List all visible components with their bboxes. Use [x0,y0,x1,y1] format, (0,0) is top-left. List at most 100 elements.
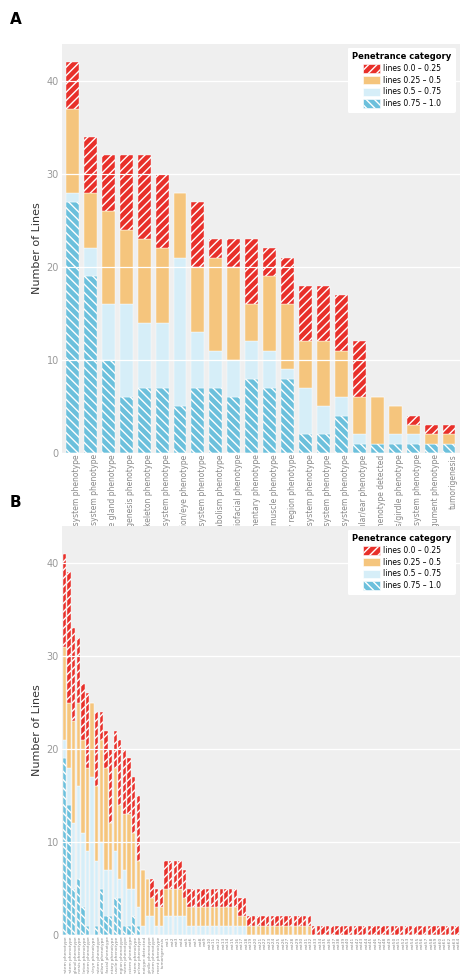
Bar [86,925,89,935]
Bar [120,304,133,397]
Bar [263,248,276,277]
Bar [423,925,426,935]
Bar [451,925,454,935]
X-axis label: Mammalian Phenotype Ontology Terms: Mammalian Phenotype Ontology Terms [151,599,370,609]
Bar [63,740,66,759]
Bar [331,925,334,935]
Bar [234,907,237,925]
Bar [155,388,169,453]
Bar [191,202,204,267]
Bar [353,397,366,434]
Bar [317,285,330,341]
Y-axis label: Number of Lines: Number of Lines [32,685,42,776]
Bar [247,917,251,925]
Bar [132,777,136,833]
Bar [192,925,195,935]
Bar [63,554,66,647]
Bar [77,638,80,702]
Bar [220,907,223,925]
Bar [109,749,112,823]
Bar [128,925,131,935]
Bar [84,277,97,453]
Bar [77,702,80,786]
Bar [404,925,408,935]
Bar [275,925,279,935]
Bar [197,925,200,935]
Bar [245,379,258,453]
Bar [294,925,297,935]
Bar [100,712,103,740]
Bar [215,888,219,907]
Bar [137,907,140,925]
Bar [353,434,366,443]
Bar [367,925,371,935]
Bar [245,304,258,341]
Bar [201,925,205,935]
Bar [407,443,419,453]
Bar [102,304,115,360]
Bar [100,740,103,843]
Bar [335,925,338,935]
Bar [66,109,79,193]
Bar [299,285,312,341]
Bar [81,833,84,907]
Bar [395,925,399,935]
Bar [173,861,177,888]
Bar [456,925,459,935]
Bar [150,898,154,917]
Bar [261,917,264,925]
Bar [141,870,145,925]
Bar [245,239,258,304]
Bar [155,907,158,925]
Bar [183,870,186,898]
Bar [164,917,168,935]
Bar [146,880,149,917]
Bar [224,907,228,925]
Bar [335,295,348,351]
Bar [123,870,126,925]
Bar [95,786,99,861]
Bar [299,388,312,434]
Bar [91,777,94,935]
Bar [187,925,191,935]
Bar [317,406,330,434]
Bar [178,917,182,935]
Bar [123,749,126,814]
Bar [317,341,330,406]
Bar [210,925,214,935]
Bar [146,917,149,935]
Bar [206,925,209,935]
Bar [425,425,438,434]
Bar [118,880,121,898]
Bar [81,684,84,740]
Bar [371,397,384,443]
Bar [289,925,292,935]
Bar [371,443,384,453]
Bar [224,888,228,907]
Bar [95,925,99,935]
Bar [201,888,205,907]
Bar [173,917,177,935]
Bar [164,888,168,917]
Bar [271,917,274,925]
Bar [224,925,228,935]
Bar [191,388,204,453]
Bar [245,341,258,379]
Bar [104,730,108,768]
Bar [132,888,136,917]
Bar [132,833,136,888]
Bar [67,805,71,935]
Bar [197,888,200,907]
Bar [86,851,89,925]
Bar [345,925,348,935]
Legend: lines 0.0 – 0.25, lines 0.25 – 0.5, lines 0.5 – 0.75, lines 0.75 – 1.0: lines 0.0 – 0.25, lines 0.25 – 0.5, line… [347,48,456,113]
Bar [128,888,131,925]
Bar [63,647,66,740]
Bar [238,898,242,917]
Bar [128,814,131,888]
Bar [407,416,419,425]
Bar [386,925,389,935]
Text: A: A [10,13,22,27]
Bar [120,397,133,453]
Bar [317,434,330,453]
